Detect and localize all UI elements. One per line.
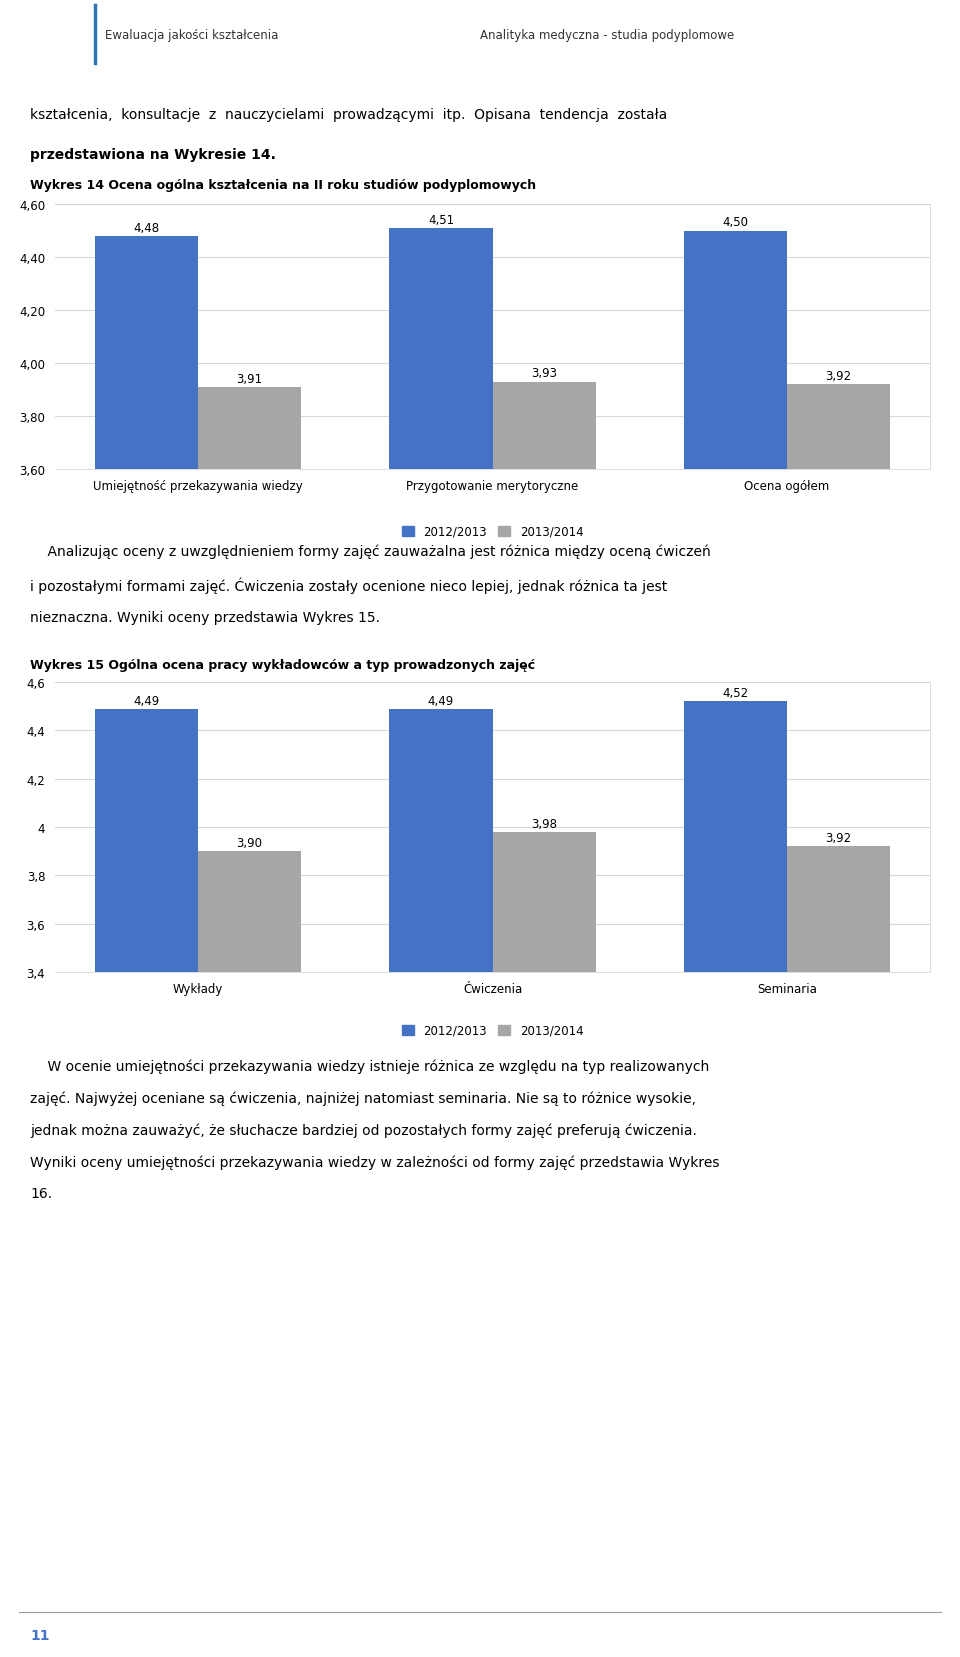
Text: Analizując oceny z uwzględnieniem formy zajęć zauważalna jest różnica między oce: Analizując oceny z uwzględnieniem formy … (30, 545, 710, 558)
Legend: 2012/2013, 2013/2014: 2012/2013, 2013/2014 (397, 1019, 588, 1042)
Text: jednak można zauważyć, że słuchacze bardziej od pozostałych formy zajęć preferuj: jednak można zauważyć, że słuchacze bard… (30, 1123, 697, 1137)
Text: 4,50: 4,50 (723, 217, 749, 229)
Text: 16.: 16. (30, 1186, 52, 1201)
Legend: 2012/2013, 2013/2014: 2012/2013, 2013/2014 (397, 520, 588, 543)
Bar (684, 703, 787, 1657)
Text: 3,98: 3,98 (531, 817, 557, 830)
Text: 4,51: 4,51 (428, 214, 454, 227)
Bar (95, 237, 198, 1423)
Bar (787, 847, 890, 1657)
Bar (787, 384, 890, 1423)
Bar (492, 383, 595, 1423)
Bar (684, 232, 787, 1423)
Text: zajęć. Najwyżej oceniane są ćwiczenia, najniżej natomiast seminaria. Nie są to r: zajęć. Najwyżej oceniane są ćwiczenia, n… (30, 1092, 696, 1105)
Text: Wykres 15 Ogólna ocena pracy wykładowców a typ prowadzonych zajęć: Wykres 15 Ogólna ocena pracy wykładowców… (30, 658, 535, 671)
Text: 3,91: 3,91 (236, 373, 262, 386)
Text: 3,93: 3,93 (531, 368, 557, 379)
Text: 3,92: 3,92 (826, 370, 852, 383)
Text: 4,49: 4,49 (428, 694, 454, 708)
Bar (198, 852, 301, 1657)
Text: nieznaczna. Wyniki oceny przedstawia Wykres 15.: nieznaczna. Wyniki oceny przedstawia Wyk… (30, 611, 380, 625)
Text: 3,92: 3,92 (826, 832, 852, 845)
Text: 3,90: 3,90 (236, 837, 262, 850)
Text: 4,52: 4,52 (723, 688, 749, 699)
Text: Ewaluacja jakości kształcenia: Ewaluacja jakości kształcenia (105, 28, 278, 41)
Text: i pozostałymi formami zajęć. Ćwiczenia zostały ocenione nieco lepiej, jednak róż: i pozostałymi formami zajęć. Ćwiczenia z… (30, 578, 667, 595)
Bar (390, 229, 492, 1423)
Text: 11: 11 (30, 1629, 50, 1642)
Text: W ocenie umiejętności przekazywania wiedzy istnieje różnica ze względu na typ re: W ocenie umiejętności przekazywania wied… (30, 1059, 709, 1074)
Text: 4,48: 4,48 (133, 222, 159, 235)
Text: Wyniki oceny umiejętności przekazywania wiedzy w zależności od formy zajęć przed: Wyniki oceny umiejętności przekazywania … (30, 1155, 719, 1170)
Text: Wykres 14 Ocena ogólna kształcenia na II roku studiów podyplomowych: Wykres 14 Ocena ogólna kształcenia na II… (30, 179, 536, 192)
Text: 4,49: 4,49 (133, 694, 159, 708)
Text: Analityka medyczna - studia podyplomowe: Analityka medyczna - studia podyplomowe (480, 28, 734, 41)
Bar (198, 388, 301, 1423)
Bar (95, 709, 198, 1657)
Bar (390, 709, 492, 1657)
Bar (492, 832, 595, 1657)
Text: przedstawiona na Wykresie 14.: przedstawiona na Wykresie 14. (30, 147, 276, 161)
Text: kształcenia,  konsultacje  z  nauczycielami  prowadzącymi  itp.  Opisana  tenden: kształcenia, konsultacje z nauczycielami… (30, 108, 667, 121)
